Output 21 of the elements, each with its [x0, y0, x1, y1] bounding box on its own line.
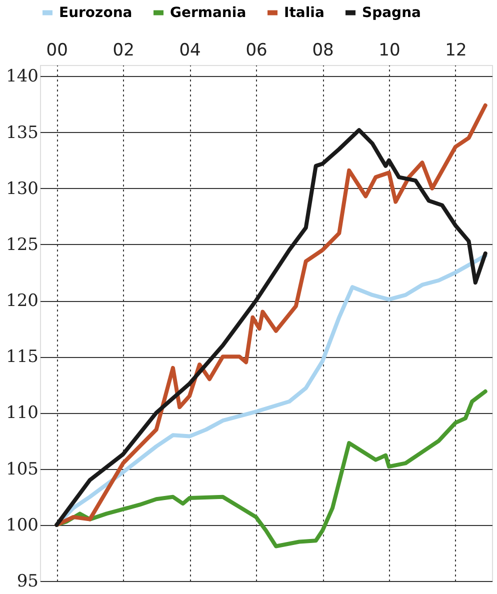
y-tick-label: 120: [6, 291, 38, 312]
x-tick-label: 08: [312, 40, 334, 60]
y-tick-label: 105: [6, 459, 38, 480]
x-tick-label: 02: [112, 40, 134, 60]
legend-label: Spagna: [362, 4, 421, 21]
x-tick-label: 00: [46, 40, 68, 60]
legend-label: Italia: [284, 4, 324, 21]
y-tick-label: 125: [6, 234, 38, 255]
x-tick-label: 12: [445, 40, 467, 60]
y-tick-label: 95: [16, 572, 38, 592]
y-tick-label: 100: [6, 515, 38, 536]
x-tick-label: 06: [246, 40, 268, 60]
y-tick-label: 110: [6, 403, 38, 424]
y-tick-label: 135: [6, 122, 38, 143]
y-tick-label: 115: [6, 347, 38, 368]
x-tick-label: 04: [179, 40, 201, 60]
legend-label: Eurozona: [59, 4, 132, 21]
y-tick-label: 140: [6, 66, 38, 87]
y-tick-label: 130: [6, 178, 38, 199]
legend-label: Germania: [170, 4, 246, 21]
x-tick-label: 10: [378, 40, 400, 60]
